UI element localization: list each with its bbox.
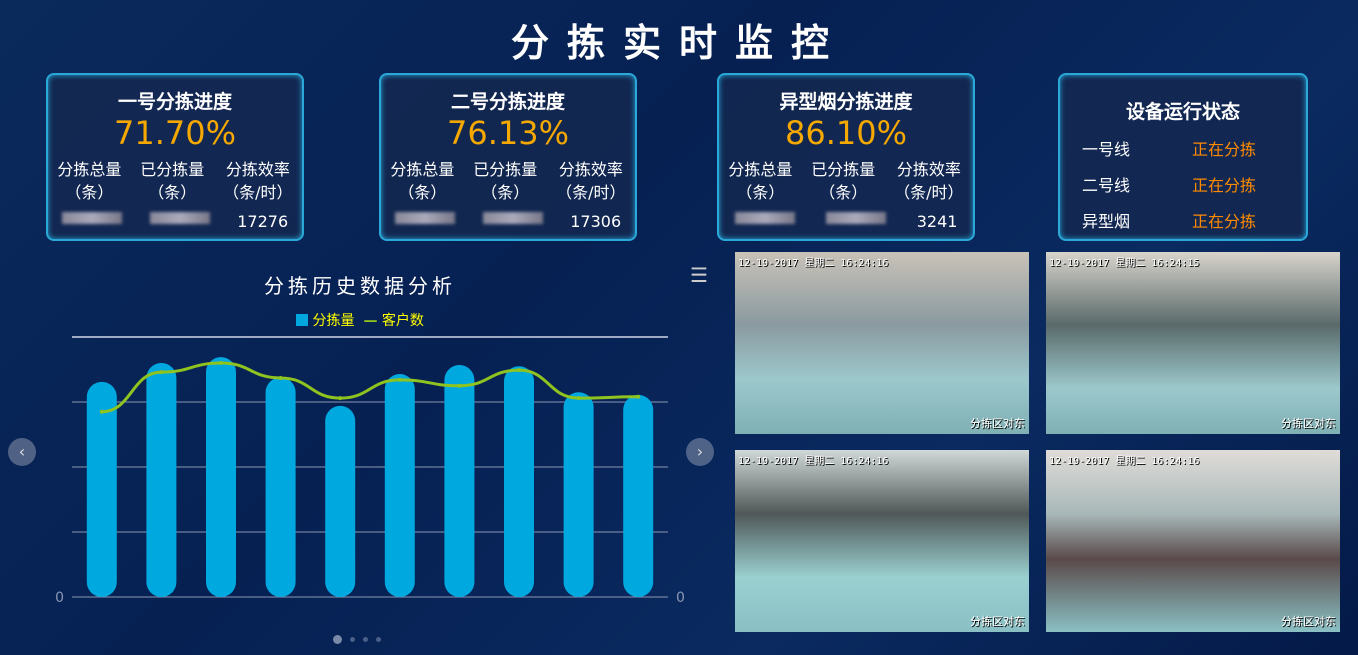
redacted-value bbox=[825, 212, 886, 224]
col-label: 分拣总量 bbox=[57, 160, 122, 179]
bar bbox=[504, 366, 534, 597]
status-row: 一号线 正在分拣 bbox=[1060, 136, 1306, 160]
camera-timestamp: 12-19-2017 星期二 16:24:16 bbox=[1049, 456, 1200, 467]
redacted-value bbox=[394, 212, 455, 224]
line-point bbox=[397, 377, 402, 382]
line-name: 一号线 bbox=[1082, 140, 1131, 159]
col-unit: （条） bbox=[736, 183, 785, 202]
efficiency-value: 3241 bbox=[916, 212, 958, 231]
line-point bbox=[457, 383, 462, 388]
legend-item[interactable]: 客户数 bbox=[381, 313, 424, 329]
line-point bbox=[219, 361, 223, 365]
status-row: 异型烟 正在分拣 bbox=[1060, 208, 1306, 232]
camera-feed[interactable]: 12-19-2017 星期二 16:24:16 分拣区对东 bbox=[735, 252, 1029, 434]
line-point bbox=[576, 396, 581, 401]
bar bbox=[444, 364, 475, 597]
line-point bbox=[99, 409, 104, 414]
legend-bar-swatch bbox=[296, 314, 309, 326]
camera-timestamp: 12-19-2017 星期二 16:24:16 bbox=[738, 456, 889, 467]
card-title: 异型烟分拣进度 bbox=[779, 91, 913, 113]
camera-timestamp: 12-19-2017 星期二 16:24:16 bbox=[738, 258, 889, 269]
prev-arrow-icon[interactable]: ‹ bbox=[8, 438, 36, 466]
col-unit: （条/时） bbox=[556, 183, 626, 202]
bar bbox=[146, 363, 177, 597]
col-label: 已分拣量 bbox=[473, 160, 538, 179]
status-badge: 正在分拣 bbox=[1192, 176, 1257, 195]
card-line1-progress: 一号分拣进度 71.70% 分拣总量 （条） 已分拣量 （条） 分拣效率 （条/时） 17… bbox=[46, 73, 304, 241]
legend-item[interactable]: 分拣量 bbox=[312, 313, 355, 329]
line-point bbox=[517, 368, 521, 373]
card-special-progress: 异型烟分拣进度 86.10% 分拣总量 （条） 已分拣量 （条） 分拣效率 （条/时） 3… bbox=[717, 73, 975, 241]
y-axis-tick-label: 0 bbox=[55, 590, 64, 606]
col-label: 分拣效率 bbox=[896, 160, 961, 179]
status-badge: 正在分拣 bbox=[1192, 212, 1257, 231]
bar bbox=[206, 357, 236, 597]
next-arrow-icon[interactable]: › bbox=[686, 438, 714, 466]
line-point bbox=[636, 394, 641, 399]
camera-caption: 分拣区对东 bbox=[970, 615, 1025, 628]
line-point bbox=[338, 396, 343, 401]
redacted-value bbox=[149, 212, 210, 224]
col-unit: （条） bbox=[481, 183, 530, 202]
col-label: 分拣总量 bbox=[390, 160, 455, 179]
col-unit: （条/时） bbox=[894, 183, 964, 202]
camera-feed[interactable]: 12-19-2017 星期二 16:24:16 分拣区对东 bbox=[1046, 450, 1340, 632]
carousel-dot[interactable] bbox=[376, 637, 381, 642]
redacted-value bbox=[734, 212, 795, 224]
carousel-dot[interactable] bbox=[350, 637, 355, 642]
card-line2-progress: 二号分拣进度 76.13% 分拣总量 （条） 已分拣量 （条） 分拣效率 （条/时） 17… bbox=[379, 73, 637, 241]
col-unit: （条） bbox=[819, 183, 868, 202]
menu-icon[interactable]: ☰ bbox=[690, 263, 708, 287]
y2-axis-tick-label: 0 bbox=[676, 590, 685, 606]
col-unit: （条） bbox=[65, 183, 114, 202]
col-label: 分拣效率 bbox=[225, 160, 290, 179]
device-status-card: 设备运行状态 一号线 正在分拣 二号线 正在分拣 异型烟 正在分拣 bbox=[1058, 73, 1308, 241]
progress-percent: 86.10% bbox=[784, 114, 907, 152]
line-name: 异型烟 bbox=[1082, 212, 1131, 231]
customer-line bbox=[101, 361, 639, 414]
camera-feed[interactable]: 12-19-2017 星期二 16:24:15 分拣区对东 bbox=[1046, 252, 1340, 434]
redacted-value bbox=[482, 212, 543, 224]
page-title: 分拣实时监控 bbox=[510, 21, 847, 65]
carousel-dots bbox=[333, 635, 381, 644]
col-label: 已分拣量 bbox=[811, 160, 876, 179]
redacted-value bbox=[61, 212, 122, 224]
carousel-dot[interactable] bbox=[333, 635, 342, 644]
bar bbox=[265, 377, 296, 597]
bar bbox=[86, 381, 117, 597]
col-label: 已分拣量 bbox=[140, 160, 205, 179]
camera-caption: 分拣区对东 bbox=[1281, 615, 1336, 628]
col-label: 分拣效率 bbox=[558, 160, 623, 179]
chart-title: 分拣历史数据分析 bbox=[264, 274, 456, 298]
efficiency-value: 17276 bbox=[237, 212, 289, 231]
bar bbox=[384, 374, 415, 597]
col-unit: （条） bbox=[398, 183, 447, 202]
camera-caption: 分拣区对东 bbox=[970, 417, 1025, 430]
carousel-dot[interactable] bbox=[363, 637, 368, 642]
progress-percent: 71.70% bbox=[113, 114, 236, 152]
legend-line-swatch: — bbox=[363, 313, 378, 329]
bar bbox=[325, 405, 356, 597]
card-title: 二号分拣进度 bbox=[450, 91, 565, 113]
efficiency-value: 17306 bbox=[570, 212, 622, 231]
col-label: 分拣总量 bbox=[728, 160, 793, 179]
camera-timestamp: 12-19-2017 星期二 16:24:15 bbox=[1049, 258, 1200, 269]
line-name: 二号线 bbox=[1082, 176, 1131, 195]
card-title: 一号分拣进度 bbox=[117, 91, 232, 113]
line-point bbox=[278, 375, 283, 380]
bar bbox=[623, 394, 654, 597]
card-title: 设备运行状态 bbox=[1125, 101, 1240, 123]
col-unit: （条） bbox=[148, 183, 197, 202]
chart-legend: 分拣量 — 客户数 bbox=[0, 310, 720, 330]
progress-percent: 76.13% bbox=[446, 114, 569, 152]
col-unit: （条/时） bbox=[223, 183, 293, 202]
camera-caption: 分拣区对东 bbox=[1281, 417, 1336, 430]
camera-feed[interactable]: 12-19-2017 星期二 16:24:16 分拣区对东 bbox=[735, 450, 1029, 632]
status-row: 二号线 正在分拣 bbox=[1060, 172, 1306, 196]
line-point bbox=[159, 370, 164, 375]
status-badge: 正在分拣 bbox=[1192, 140, 1257, 159]
bar bbox=[563, 392, 594, 597]
